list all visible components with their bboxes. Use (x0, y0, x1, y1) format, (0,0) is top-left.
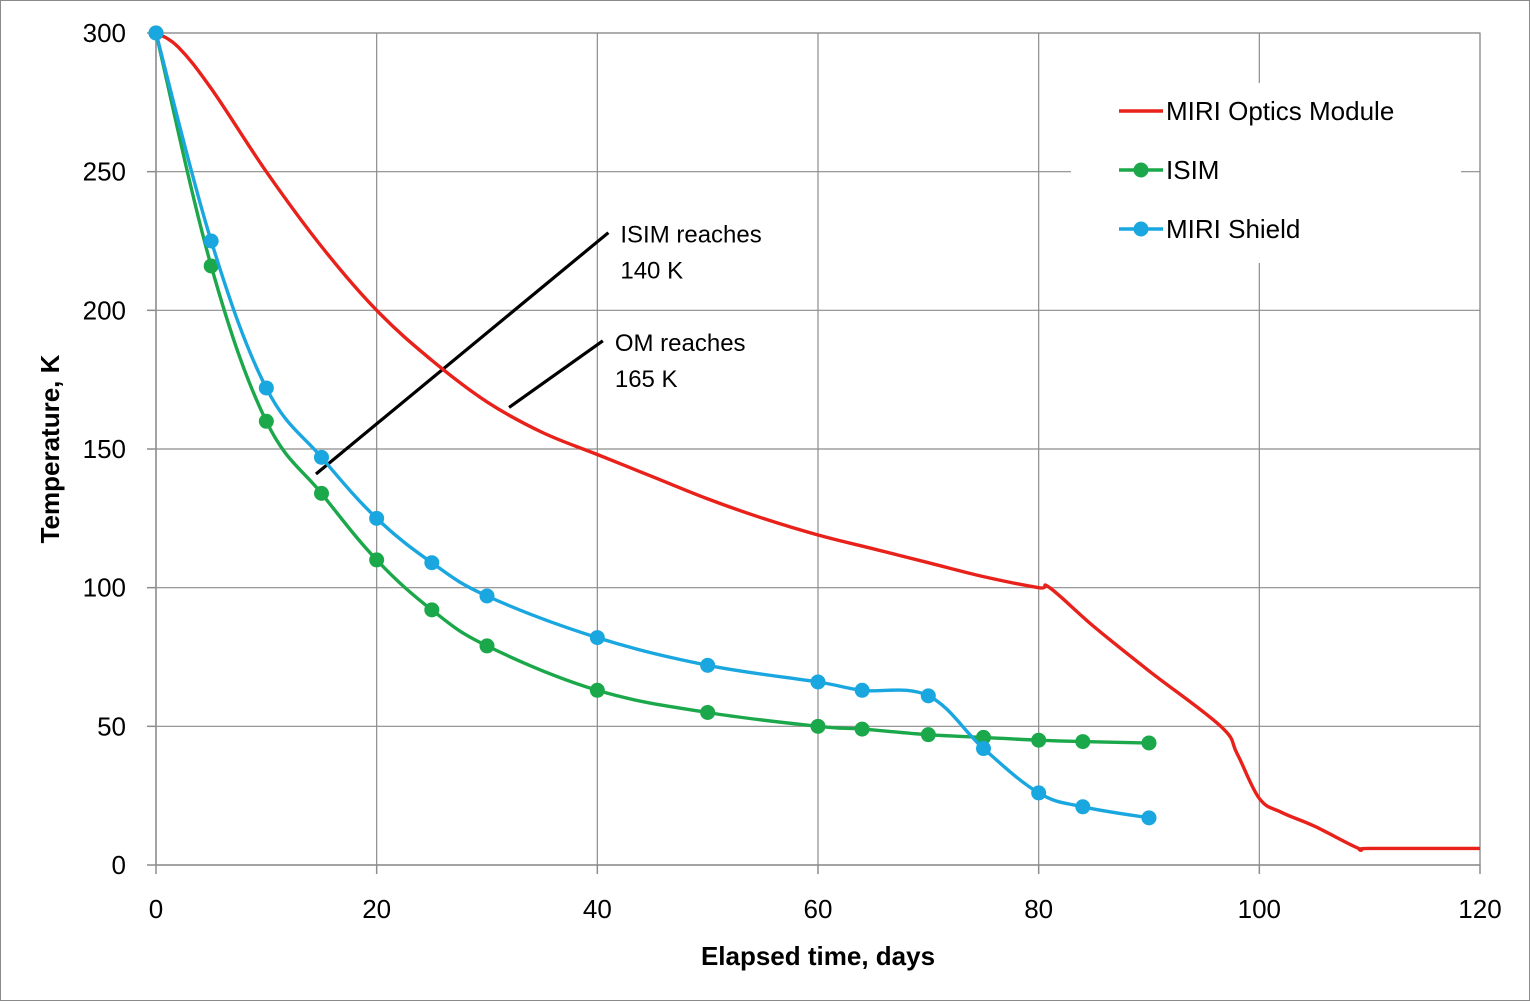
annotation-line (508, 339, 604, 409)
legend-marker-isim (1133, 162, 1149, 178)
data-point-miri-shield (148, 25, 164, 41)
x-tick-label: 80 (1024, 894, 1053, 924)
y-axis-title: Temperature, K (35, 354, 65, 543)
data-point-miri-shield (424, 555, 440, 571)
annotation-text-line1: OM reaches (615, 330, 746, 357)
annotations: ISIM reaches 140 K OM reaches 165 K (314, 222, 762, 476)
data-point-isim (854, 721, 870, 737)
x-tick-label: 40 (583, 894, 612, 924)
data-point-miri-shield (1031, 785, 1047, 801)
data-point-isim (920, 727, 936, 743)
data-point-miri-shield (258, 380, 274, 396)
x-axis-ticks: 0 20 40 60 80 100 120 (149, 865, 1502, 924)
y-tick-label: 100 (83, 573, 126, 603)
data-point-isim (810, 718, 826, 734)
data-point-miri-shield (810, 674, 826, 690)
x-tick-label: 20 (362, 894, 391, 924)
y-tick-label: 0 (112, 850, 126, 880)
data-series (148, 25, 1480, 852)
x-tick-label: 0 (149, 894, 163, 924)
annotation-text-line1: ISIM reaches (620, 222, 761, 249)
y-tick-label: 200 (83, 295, 126, 325)
x-tick-label: 120 (1458, 894, 1501, 924)
data-point-isim (700, 704, 716, 720)
data-point-isim (479, 638, 495, 654)
x-tick-label: 60 (804, 894, 833, 924)
data-point-miri-shield (1141, 810, 1157, 826)
data-point-miri-shield (1075, 799, 1091, 815)
legend-label-miri-optics-module: MIRI Optics Module (1166, 96, 1394, 126)
x-tick-label: 100 (1238, 894, 1281, 924)
data-point-isim (1075, 734, 1091, 750)
legend-marker-miri-shield (1133, 221, 1149, 237)
legend-label-isim: ISIM (1166, 155, 1219, 185)
data-point-isim (976, 729, 991, 745)
data-point-isim (589, 682, 605, 698)
data-point-miri-shield (479, 588, 495, 604)
data-point-isim (258, 413, 274, 429)
data-point-miri-shield (976, 741, 991, 757)
data-point-isim (1031, 732, 1047, 748)
data-point-miri-shield (369, 510, 385, 526)
y-axis-ticks: 0 50 100 150 200 250 300 (83, 18, 156, 880)
data-point-isim (203, 258, 219, 274)
data-point-miri-shield (314, 449, 329, 465)
annotation-text-line2: 165 K (615, 366, 678, 393)
data-point-isim (369, 552, 385, 568)
data-point-isim (424, 602, 440, 618)
data-point-isim (314, 485, 329, 501)
data-point-miri-shield (589, 630, 605, 646)
x-axis-title: Elapsed time, days (701, 941, 935, 971)
data-point-miri-shield (700, 657, 716, 673)
y-tick-label: 300 (83, 18, 126, 48)
data-point-miri-shield (920, 688, 936, 704)
data-point-miri-shield (854, 682, 870, 698)
series-line-miri-shield (154, 32, 1150, 820)
legend: MIRI Optics Module ISIM MIRI Shield (1071, 83, 1461, 263)
series-line-miri-optics-module (155, 31, 1480, 852)
y-tick-label: 50 (97, 711, 126, 741)
annotation-text-line2: 140 K (620, 258, 683, 285)
y-tick-label: 150 (83, 434, 126, 464)
legend-label-miri-shield: MIRI Shield (1166, 214, 1300, 244)
data-point-miri-shield (203, 233, 219, 249)
annotation-line (314, 231, 610, 476)
y-tick-label: 250 (83, 157, 126, 187)
data-point-isim (1141, 735, 1157, 751)
